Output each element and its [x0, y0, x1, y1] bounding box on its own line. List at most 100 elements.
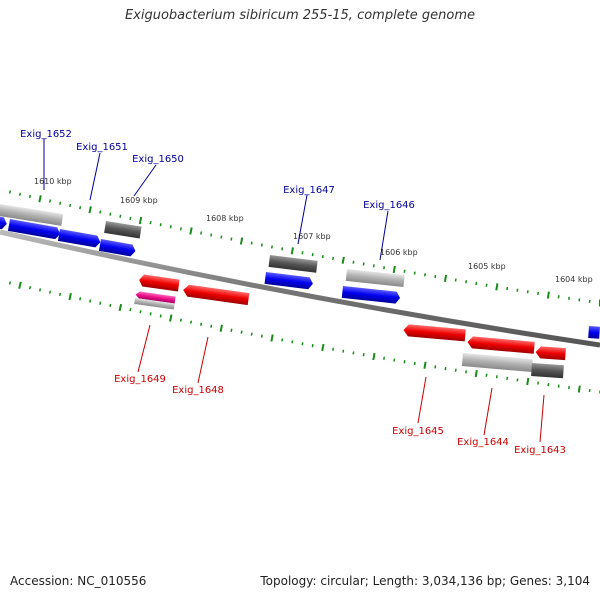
- minor-tick: [537, 381, 540, 385]
- minor-tick: [149, 312, 152, 316]
- minor-tick: [332, 256, 335, 261]
- accession-text: Accession: NC_010556: [10, 574, 147, 588]
- gene-label[interactable]: Exig_1651: [76, 142, 128, 153]
- minor-tick: [139, 310, 142, 314]
- gene-arrow[interactable]: [535, 346, 566, 361]
- minor-tick: [465, 280, 468, 284]
- minor-tick: [250, 241, 253, 245]
- minor-tick: [342, 349, 345, 353]
- minor-tick: [200, 322, 203, 326]
- major-tick: [219, 324, 223, 332]
- minor-tick: [547, 382, 550, 387]
- gene-arrow[interactable]: [268, 255, 318, 273]
- scale-label: 1607 kbp: [293, 232, 331, 241]
- minor-tick: [301, 251, 304, 255]
- major-tick: [495, 283, 499, 291]
- minor-tick: [506, 376, 509, 380]
- major-tick: [546, 291, 550, 299]
- minor-tick: [79, 297, 82, 301]
- minor-tick: [588, 388, 591, 393]
- scale-labels: 1610 kbp 1609 kbp 1608 kbp 1607 kbp 1606…: [34, 177, 593, 284]
- minor-tick: [281, 338, 284, 342]
- gene-arrow[interactable]: [403, 324, 466, 342]
- minor-tick: [159, 314, 162, 318]
- minor-tick: [69, 203, 72, 208]
- minor-tick: [129, 216, 132, 221]
- scale-label: 1604 kbp: [555, 275, 593, 284]
- minor-tick: [210, 233, 213, 237]
- minor-tick: [393, 358, 396, 362]
- gene-label[interactable]: Exig_1649: [114, 374, 166, 385]
- minor-tick: [465, 370, 468, 374]
- minor-tick: [434, 365, 437, 369]
- gene-arrow[interactable]: [7, 219, 61, 240]
- genome-backbone: [0, 229, 600, 348]
- minor-tick: [362, 353, 365, 357]
- minor-tick: [423, 273, 427, 277]
- minor-tick: [372, 264, 375, 268]
- gene-arrow[interactable]: [461, 353, 533, 373]
- leader-lines-minus: [137, 324, 545, 443]
- gene-arrow[interactable]: [264, 272, 314, 290]
- gene-arrow[interactable]: [182, 284, 250, 306]
- minor-tick: [58, 292, 62, 296]
- minor-tick: [179, 227, 182, 231]
- major-tick: [38, 195, 42, 203]
- gene-label[interactable]: Exig_1646: [363, 200, 415, 211]
- minor-tick: [99, 301, 102, 305]
- minor-tick: [413, 361, 416, 366]
- gene-arrow[interactable]: [341, 286, 401, 304]
- gene-arrow[interactable]: [104, 221, 142, 239]
- minor-tick: [260, 243, 263, 247]
- minor-tick: [250, 332, 253, 336]
- gene-arrow[interactable]: [98, 239, 137, 257]
- minor-tick: [454, 368, 457, 372]
- gene-label[interactable]: Exig_1645: [392, 426, 444, 437]
- gene-label[interactable]: Exig_1650: [132, 154, 184, 165]
- gene-arrow[interactable]: [138, 274, 180, 292]
- gene-label[interactable]: Exig_1644: [457, 437, 509, 448]
- minor-tick: [352, 260, 355, 264]
- gene-arrow[interactable]: [134, 291, 176, 310]
- minor-tick: [99, 210, 102, 214]
- minor-tick: [403, 269, 406, 273]
- minor-tick: [332, 347, 335, 351]
- gene-arrow[interactable]: [467, 336, 535, 354]
- minor-tick: [8, 281, 12, 285]
- scale-label: 1605 kbp: [468, 262, 506, 271]
- major-tick: [88, 206, 92, 214]
- minor-tick: [220, 235, 223, 239]
- minor-tick: [383, 266, 386, 270]
- gene-label[interactable]: Exig_1648: [172, 385, 224, 396]
- major-tick: [118, 303, 123, 312]
- minor-tick: [28, 194, 32, 199]
- gene-label[interactable]: Exig_1652: [20, 129, 72, 140]
- major-tick: [290, 247, 294, 255]
- gene-arrow[interactable]: [0, 204, 64, 226]
- major-tick: [474, 369, 478, 378]
- gene-label[interactable]: Exig_1643: [514, 445, 566, 456]
- major-tick: [18, 281, 22, 289]
- minor-tick: [485, 373, 488, 377]
- gene-arrow[interactable]: [57, 229, 101, 248]
- minor-tick: [18, 192, 22, 196]
- major-tick: [189, 227, 193, 235]
- major-tick: [372, 352, 376, 361]
- minor-tick: [159, 223, 162, 227]
- minor-tick: [516, 378, 519, 382]
- gene-label[interactable]: Exig_1647: [283, 185, 335, 196]
- gene-arrow[interactable]: [588, 326, 600, 339]
- minor-tick: [352, 351, 355, 355]
- minor-tick: [230, 328, 233, 332]
- major-tick: [169, 314, 173, 322]
- minor-tick: [210, 324, 213, 328]
- minor-tick: [48, 199, 52, 203]
- minor-tick: [281, 247, 284, 251]
- gene-arrow[interactable]: [345, 269, 405, 287]
- gene-arrow[interactable]: [531, 363, 564, 379]
- minor-tick: [179, 318, 182, 322]
- minor-tick: [495, 375, 498, 379]
- minor-tick: [516, 288, 519, 292]
- gene-labels-minus: Exig_1649 Exig_1648 Exig_1645 Exig_1644 …: [114, 374, 566, 456]
- gene-arrow[interactable]: [0, 216, 8, 230]
